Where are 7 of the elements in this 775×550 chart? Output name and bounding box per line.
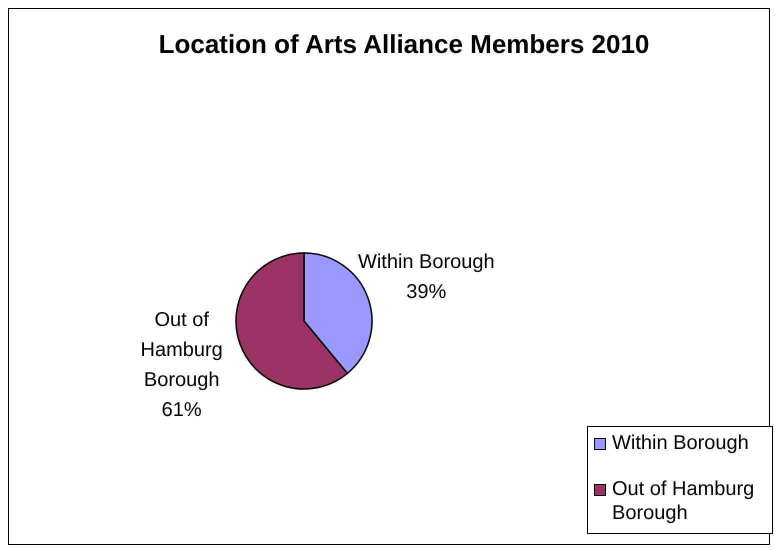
slice-label: Within Borough	[358, 250, 495, 273]
legend-label: Out of Hamburg Borough	[612, 477, 756, 525]
data-label: 39%	[406, 280, 447, 303]
chart-title: Location of Arts Alliance Members 2010	[158, 29, 650, 60]
data-label: 61%	[162, 399, 202, 422]
legend-label: Within Borough	[612, 431, 749, 455]
slice-label: Out of Hamburg Borough	[140, 309, 223, 392]
